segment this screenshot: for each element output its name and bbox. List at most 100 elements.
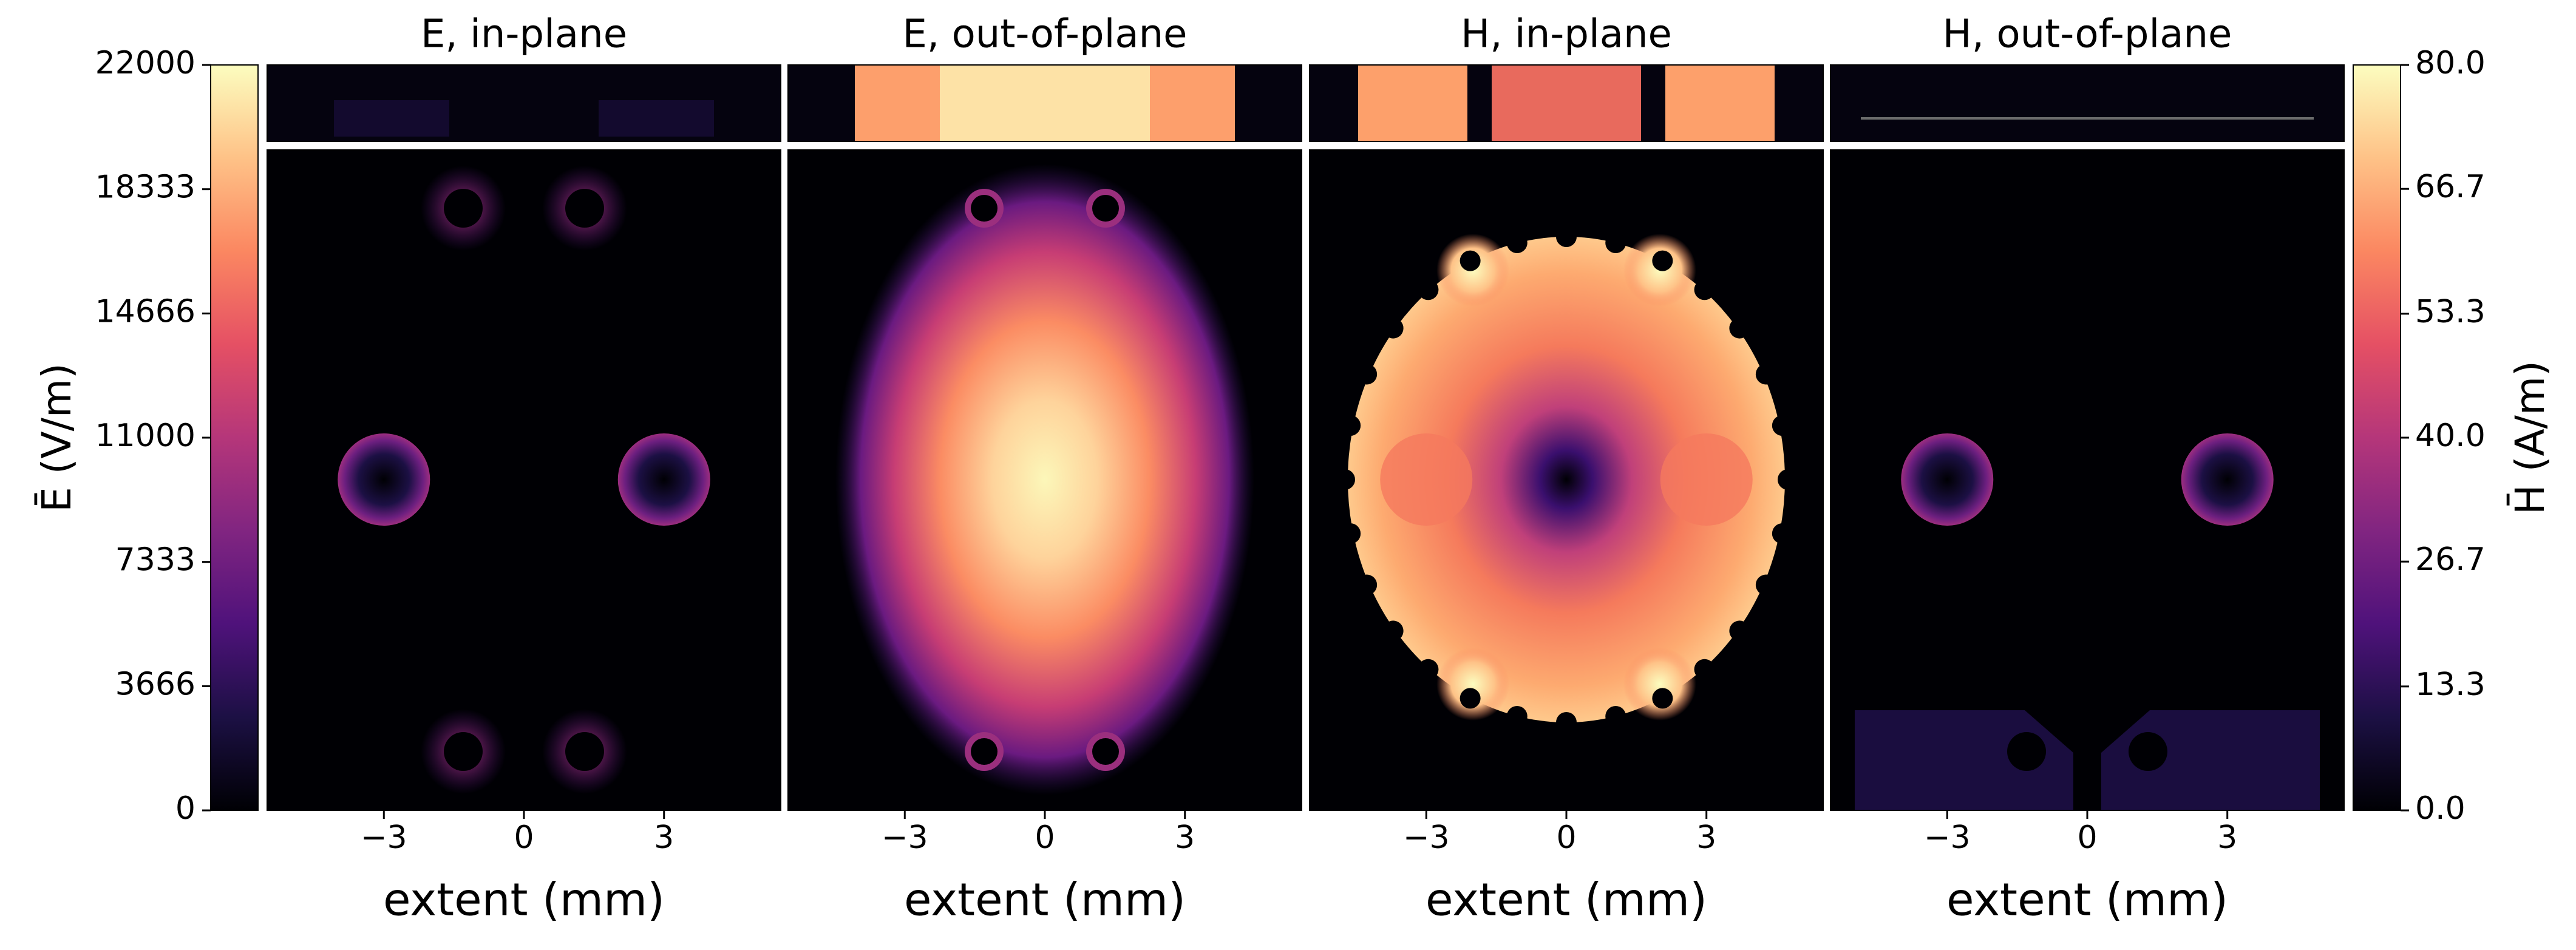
lobe-feature [1380, 433, 1473, 526]
panel-e-in-plane: −3 0 3 [267, 64, 781, 856]
rim-hole [1729, 620, 1750, 642]
hole [971, 195, 998, 222]
hole [444, 189, 483, 228]
rim-hole [1556, 226, 1577, 247]
rim-hole [1356, 574, 1378, 595]
lobe-feature [1660, 433, 1753, 526]
colorbar-e-tick-label: 18333 [95, 169, 195, 206]
colorbar-h-tick-label: 53.3 [2415, 294, 2486, 330]
ring-feature [338, 433, 430, 526]
panel-title-1: E, in-plane [421, 12, 627, 57]
x-axis-label-1: extent (mm) [383, 874, 665, 926]
rim-hole [1755, 574, 1776, 595]
ring-feature [617, 433, 710, 526]
rim-hole [1340, 415, 1361, 436]
rim-hole [1694, 279, 1715, 300]
hole [1092, 738, 1119, 765]
hole [971, 738, 998, 765]
rim-hole [1382, 620, 1404, 642]
colorbar-e-tick-label: 3666 [115, 666, 195, 702]
x-tick-label: −3 [1403, 819, 1450, 856]
rim-hole [1778, 469, 1798, 490]
rim-hole [1382, 317, 1404, 339]
hole [1607, 189, 1647, 228]
x-tick-label: 3 [2217, 819, 2237, 856]
x-tick-label: 0 [2077, 819, 2097, 856]
top-strip [1830, 65, 2344, 141]
rim-hole [1506, 232, 1528, 254]
x-axis-label-3: extent (mm) [1426, 874, 1707, 926]
top-strip-frame [787, 64, 1302, 142]
colorbar-e-tick-label: 14666 [95, 293, 195, 330]
top-strip-frame [267, 64, 781, 142]
strip-feature [334, 100, 449, 137]
colorbar-h-tick-label: 0.0 [2415, 790, 2466, 827]
rim-hole [1556, 712, 1577, 733]
rim-hole [1334, 469, 1355, 490]
x-axis-label-4: extent (mm) [1946, 874, 2228, 926]
hole [565, 732, 604, 771]
rim-hole [1772, 415, 1793, 436]
x-tick-label: 3 [1175, 819, 1195, 856]
strip-feature [1665, 65, 1775, 141]
hole [1486, 732, 1526, 771]
rim-hole [1652, 250, 1673, 271]
colorbar-h-tick-label: 66.7 [2415, 169, 2486, 205]
colorbar-e-label: Ē (V/m) [33, 363, 80, 512]
strip-feature [1358, 65, 1467, 141]
colorbar-h-ticks: 0.0 13.3 26.7 40.0 53.3 66.7 80.0 [2401, 45, 2486, 827]
x-tick-label: 3 [1696, 819, 1716, 856]
colorbar-e-tick-label: 11000 [95, 418, 195, 454]
colorbar-e-tick-label: 7333 [115, 542, 195, 578]
rim-hole [1694, 659, 1715, 680]
colorbar-e-ticks: 0 3666 7333 11000 14666 18333 22000 [95, 45, 211, 827]
hole [1607, 732, 1647, 771]
x-tick-label: 0 [1556, 819, 1576, 856]
panel-e-out-of-plane: −3 0 3 [787, 64, 1302, 856]
hole [1092, 195, 1119, 222]
x-tick-label: −3 [361, 819, 407, 856]
hot-spot [1623, 648, 1696, 721]
hole [444, 732, 483, 771]
panel-h-out-of-plane: −3 0 3 [1830, 64, 2345, 856]
colorbar-e: 0 3666 7333 11000 14666 18333 22000 Ē (V/m) [33, 45, 259, 827]
rim-hole [1755, 364, 1776, 385]
panel-title-4: H, out-of-plane [1943, 12, 2232, 57]
x-tick-label: −3 [882, 819, 928, 856]
rim-hole [1460, 688, 1481, 709]
hole [2007, 732, 2047, 771]
colorbar-e-tick-label: 0 [175, 790, 195, 827]
hole [2128, 732, 2167, 771]
x-tick-label: 3 [654, 819, 674, 856]
rim-hole [1605, 232, 1626, 254]
rim-hole [1605, 705, 1626, 727]
hole [1486, 189, 1526, 228]
hole [2128, 189, 2167, 228]
hole [565, 189, 604, 228]
x-tick-label: 0 [1035, 819, 1055, 856]
rim-hole [1506, 705, 1528, 727]
x-tick-label: 0 [514, 819, 534, 856]
strip-feature [1492, 65, 1641, 141]
rim-hole [1356, 364, 1378, 385]
panel-title-2: E, out-of-plane [902, 12, 1187, 57]
hot-spot [1436, 648, 1510, 721]
panel-h-in-plane: −3 0 3 [1309, 64, 1824, 856]
colorbar-e-gradient [210, 64, 259, 811]
rim-hole [1460, 250, 1481, 271]
ring-feature [1901, 433, 1994, 526]
rim-hole [1418, 659, 1439, 680]
rim-hole [1418, 279, 1439, 300]
colorbar-h-gradient [2353, 64, 2401, 811]
panel-title-3: H, in-plane [1461, 12, 1672, 57]
rim-hole [1652, 688, 1673, 709]
colorbar-h-tick-label: 13.3 [2415, 667, 2486, 703]
hole [2007, 189, 2047, 228]
colorbar-h-tick-label: 80.0 [2415, 45, 2486, 81]
field-blob [835, 164, 1254, 795]
strip-feature [599, 100, 714, 137]
strip-feature [940, 65, 1150, 141]
colorbar-h-tick-label: 40.0 [2415, 418, 2486, 454]
colorbar-e-tick-label: 22000 [95, 45, 195, 81]
